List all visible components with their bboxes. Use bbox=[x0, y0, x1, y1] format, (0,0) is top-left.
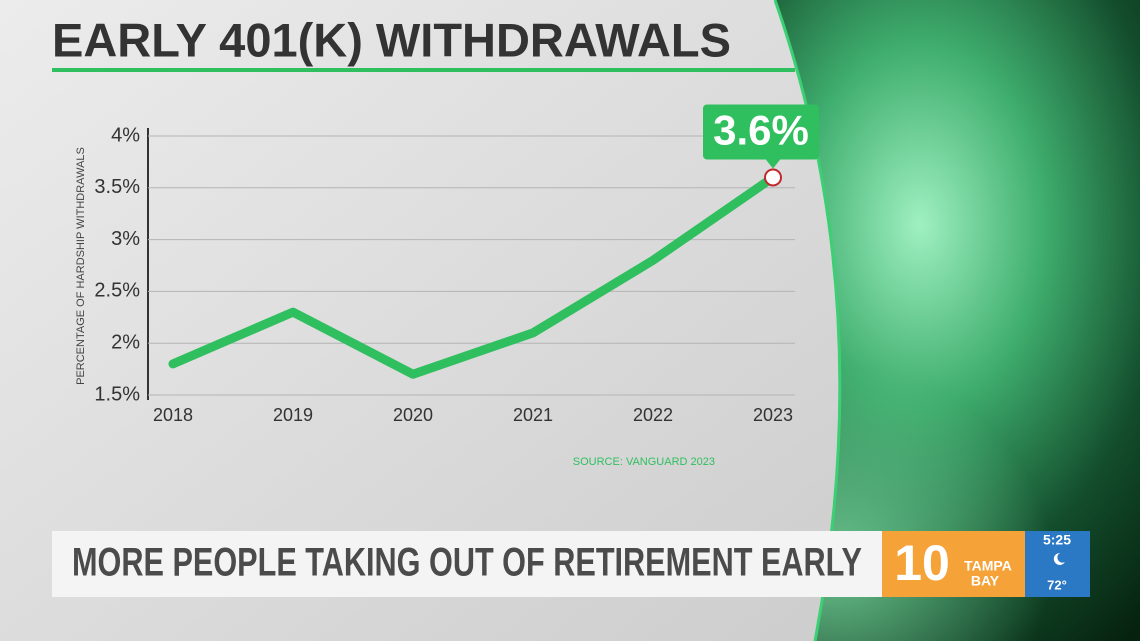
value-label-pointer bbox=[765, 158, 781, 169]
x-tick-label: 2021 bbox=[513, 405, 553, 425]
title-underline bbox=[52, 68, 795, 72]
station-logo-box bbox=[882, 531, 1025, 597]
x-tick-label: 2022 bbox=[633, 405, 673, 425]
chart-title: EARLY 401(K) WITHDRAWALS bbox=[52, 13, 731, 66]
y-tick-label: 1.5% bbox=[94, 383, 140, 405]
source: SOURCE: VANGUARD 2023 bbox=[573, 456, 715, 468]
lower-third-bar bbox=[52, 531, 882, 597]
x-tick-label: 2023 bbox=[753, 405, 793, 425]
logo-line1: TAMPA bbox=[964, 558, 1012, 574]
logo-number: 10 bbox=[894, 535, 950, 591]
data-line bbox=[168, 172, 778, 379]
logo-line2: BAY bbox=[971, 573, 1000, 589]
time: 5:25 bbox=[1043, 532, 1071, 548]
value-label: 3.6% bbox=[713, 107, 809, 154]
x-tick-label: 2020 bbox=[393, 405, 433, 425]
value-label-box bbox=[703, 104, 819, 160]
y-tick-label: 2% bbox=[111, 331, 140, 353]
moon-icon bbox=[1053, 552, 1065, 565]
temperature: 72° bbox=[1047, 577, 1067, 592]
y-tick-label: 4% bbox=[111, 124, 140, 146]
point-marker bbox=[764, 168, 782, 187]
y-tick-label: 2.5% bbox=[94, 280, 140, 302]
x-tick-label: 2018 bbox=[153, 405, 193, 425]
y-tick-label: 3.5% bbox=[94, 176, 140, 198]
headline: MORE PEOPLE TAKING OUT OF RETIREMENT EAR… bbox=[72, 541, 862, 585]
chart-panel bbox=[0, 0, 840, 641]
y-tick-label: 3% bbox=[111, 228, 140, 250]
x-tick-label: 2019 bbox=[273, 405, 313, 425]
y-axis-label: PERCENTAGE OF HARDSHIP WITHDRAWALS bbox=[75, 147, 87, 385]
